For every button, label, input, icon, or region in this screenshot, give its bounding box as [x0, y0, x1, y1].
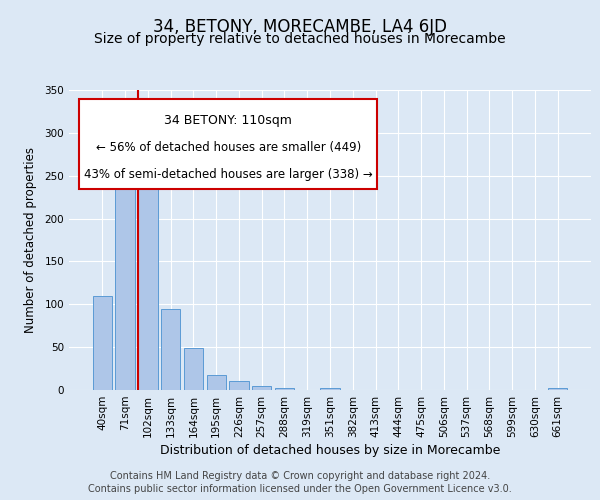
Bar [115, 150, 135, 390]
Bar [548, 388, 567, 390]
Text: Size of property relative to detached houses in Morecambe: Size of property relative to detached ho… [94, 32, 506, 46]
Text: 34, BETONY, MORECAMBE, LA4 6JD: 34, BETONY, MORECAMBE, LA4 6JD [153, 18, 447, 36]
Bar [184, 348, 203, 390]
X-axis label: Distribution of detached houses by size in Morecambe: Distribution of detached houses by size … [160, 444, 500, 457]
Bar [161, 308, 181, 390]
Bar [138, 188, 158, 390]
Bar [206, 374, 226, 390]
Bar [93, 296, 112, 390]
FancyBboxPatch shape [79, 99, 377, 189]
Y-axis label: Number of detached properties: Number of detached properties [25, 147, 37, 333]
Text: ← 56% of detached houses are smaller (449): ← 56% of detached houses are smaller (44… [95, 141, 361, 154]
Bar [252, 386, 271, 390]
Text: 34 BETONY: 110sqm: 34 BETONY: 110sqm [164, 114, 292, 127]
Bar [275, 388, 294, 390]
Text: Contains public sector information licensed under the Open Government Licence v3: Contains public sector information licen… [88, 484, 512, 494]
Text: 43% of semi-detached houses are larger (338) →: 43% of semi-detached houses are larger (… [84, 168, 373, 181]
Text: Contains HM Land Registry data © Crown copyright and database right 2024.: Contains HM Land Registry data © Crown c… [110, 471, 490, 481]
Bar [229, 380, 248, 390]
Bar [320, 388, 340, 390]
